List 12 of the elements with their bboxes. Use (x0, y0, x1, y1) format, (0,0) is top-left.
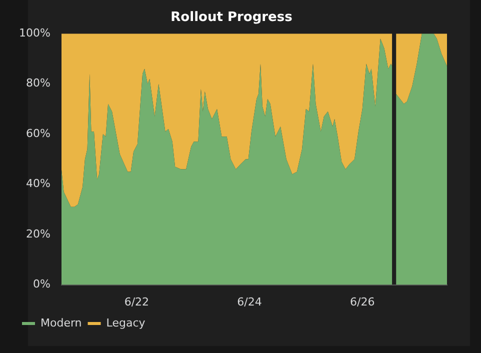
y-tick-label: 0% (32, 278, 50, 291)
y-tick-label: 20% (26, 227, 50, 240)
y-tick-label: 100% (18, 26, 50, 40)
y-tick-label: 40% (26, 177, 50, 190)
x-tick-label: 6/24 (237, 295, 262, 308)
y-tick-label: 80% (26, 76, 50, 90)
x-tick-label: 6/26 (350, 295, 375, 308)
y-tick-label: 60% (26, 126, 50, 140)
legend-label: Modern (40, 316, 82, 330)
chart-title: Rollout Progress (170, 10, 293, 26)
x-tick-label: 6/22 (124, 295, 150, 308)
legend-label: Legacy (106, 316, 146, 330)
